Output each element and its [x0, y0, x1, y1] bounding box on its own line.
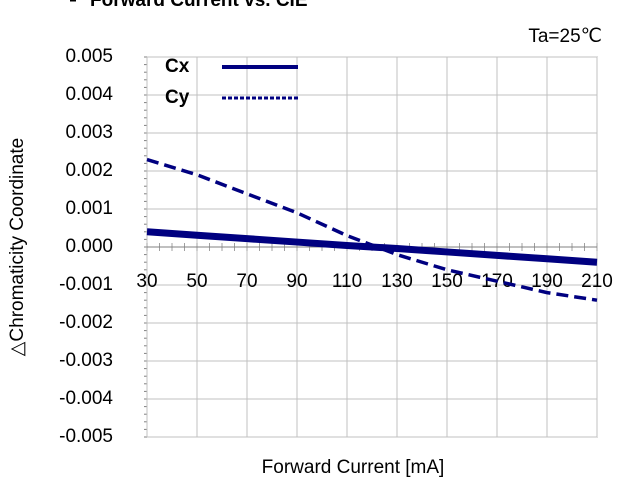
x-tick-label: 110 — [332, 271, 362, 292]
series-line — [146, 157, 598, 302]
y-tick-label: 0.005 — [65, 46, 113, 67]
y-tick-label: -0.002 — [59, 312, 113, 333]
chart-title: Forward Current vs. CIE — [90, 0, 308, 11]
x-tick-label: 50 — [186, 271, 207, 292]
annotation: Ta=25℃ — [528, 26, 602, 47]
x-tick-label: 90 — [286, 271, 307, 292]
y-tick-label: 0.004 — [65, 84, 113, 105]
y-tick-label: -0.005 — [59, 426, 113, 447]
y-tick-label: 0.003 — [65, 122, 113, 143]
series-line — [146, 228, 598, 266]
y-tick-label: 0.001 — [65, 198, 113, 219]
legend-label: Cy — [165, 87, 190, 108]
x-axis-label: Forward Current [mA] — [262, 457, 445, 478]
y-tick-label: -0.004 — [59, 388, 113, 409]
x-tick-label: 130 — [381, 271, 413, 292]
y-tick-label: -0.001 — [59, 274, 113, 295]
y-axis-label: △Chromaticity Coordinate — [7, 138, 28, 356]
x-tick-label: 70 — [236, 271, 257, 292]
y-tick-label: 0.000 — [65, 236, 113, 257]
x-tick-label: 150 — [431, 271, 463, 292]
x-tick-label: 190 — [531, 271, 563, 292]
x-tick-label: 30 — [136, 271, 157, 292]
y-tick-label: -0.003 — [59, 350, 113, 371]
x-tick-label: 210 — [581, 271, 613, 292]
y-tick-label: 0.002 — [65, 160, 113, 181]
legend-label: Cx — [165, 56, 190, 77]
